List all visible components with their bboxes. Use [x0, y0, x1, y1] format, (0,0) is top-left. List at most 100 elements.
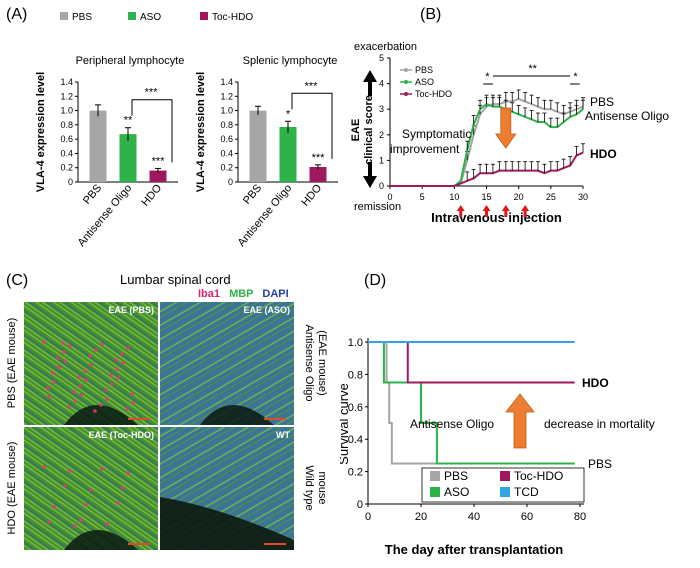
iba1-cell	[68, 469, 72, 473]
micrograph-tag: EAE (PBS)	[108, 305, 154, 315]
panel-d-label: (D)	[364, 272, 387, 289]
x-tick-label: 60	[521, 511, 533, 523]
down-arrow-icon	[363, 162, 377, 188]
y-tick-label: 0.6	[220, 134, 233, 144]
significance-mark: ***	[152, 155, 166, 167]
series-label-aso: Antisense Oligo	[585, 109, 669, 123]
y-tick-label: 0.2	[348, 467, 363, 479]
survival-line-aso	[368, 341, 575, 465]
panel-c-title: Lumbar spinal cord	[120, 272, 231, 287]
stain-iba1: Iba1	[198, 288, 221, 300]
panel-c-label: (C)	[6, 272, 29, 289]
x-tick-label: 15	[481, 192, 491, 202]
panel-c-micrographs: EAE (PBS) EAE (ASO) EAE (Toc-HDO) WT PBS (EA…	[6, 302, 328, 550]
bar-3	[149, 170, 167, 182]
iba1-cell	[114, 358, 118, 362]
bar-1	[89, 110, 107, 182]
bar-2	[119, 134, 137, 182]
legend-swatch-aso	[128, 12, 136, 20]
y-tick-label: 0.2	[60, 163, 73, 173]
up-arrow-icon	[363, 70, 377, 96]
top-label: exacerbation	[354, 41, 417, 53]
legend: PBS Toc-HDO ASO TCD	[421, 467, 585, 503]
series-label-pbs: PBS	[590, 95, 614, 109]
x-tick-label: 25	[546, 192, 556, 202]
series-label-pbs: PBS	[588, 457, 612, 471]
y-tick-label: 0.8	[220, 120, 233, 130]
iba1-cell	[61, 341, 65, 345]
legend-label-tcd: TCD	[514, 485, 539, 499]
y-tick-label: 4	[379, 79, 384, 89]
iba1-cell	[121, 486, 125, 490]
legend-marker	[404, 68, 408, 72]
x-tick-label: 0	[387, 192, 392, 202]
iba1-cell	[120, 352, 124, 356]
iba1-cell	[42, 465, 46, 469]
annotation-aso: Antisense Oligo	[410, 417, 494, 431]
iba1-cell	[63, 359, 67, 363]
iba1-cell	[73, 399, 77, 403]
legend-label-toc-hdo: Toc-HDO	[415, 89, 452, 99]
x-tick-label: 40	[468, 511, 480, 523]
y-tick-label: 0.4	[348, 434, 363, 446]
row-label-aso-1: Antisense Oligo	[303, 324, 315, 401]
significance-mark: **	[124, 115, 133, 127]
legend-swatch-toc-hdo	[500, 471, 510, 481]
panel-b-chart: exacerbation remission EAE clinical score 0 1…	[350, 41, 669, 225]
improvement-arrow-icon	[495, 107, 517, 149]
y-tick-label: 5	[379, 53, 384, 63]
dark-region	[64, 530, 138, 550]
micrograph-3: EAE (Toc-HDO)	[24, 427, 158, 550]
iba1-cell	[110, 382, 114, 386]
iba1-cell	[72, 390, 76, 394]
y-tick-label: 2	[379, 130, 384, 140]
panel-a-label: (A)	[6, 6, 28, 23]
panel-a-chart: PBS ASO Toc-HDO Peripheral lymphocyte VLA-4 …	[35, 12, 338, 249]
bar-3	[309, 167, 327, 182]
bar-2	[279, 127, 297, 182]
sig-mark-mid: **	[528, 63, 537, 75]
y-tick-label: 0	[68, 177, 73, 187]
y-tick-label: 1	[379, 155, 384, 165]
iba1-cell	[126, 346, 130, 350]
y-tick-label: 0	[228, 177, 233, 187]
iba1-cell	[79, 518, 83, 522]
iba1-cell	[78, 384, 82, 388]
legend-label-aso: ASO	[415, 77, 434, 87]
panel-d: (D) Survival curve 0 0.2 0.4 0.6 0.8 1.0 0 20 40 6…	[340, 262, 700, 568]
bracket-significance: ***	[305, 80, 319, 92]
category-label: Antisense Oligo	[76, 182, 135, 249]
iba1-cell	[99, 403, 103, 407]
category-label: PBS	[81, 182, 104, 207]
panel-b-label: (B)	[420, 6, 442, 23]
legend-label-aso: ASO	[140, 12, 161, 23]
iba1-cell	[125, 407, 129, 411]
y-tick-label: 0.8	[60, 120, 73, 130]
y-tick-label: 0.4	[220, 148, 233, 158]
x-tick-label: 30	[578, 192, 588, 202]
significance-bracket	[291, 92, 333, 159]
y-axis-label: VLA-4 expression level	[35, 72, 47, 192]
micrograph-4: WT	[160, 427, 294, 550]
injection-arrow-icon	[501, 205, 510, 217]
bracket-significance: ***	[145, 87, 159, 99]
panel-a: (A) PBS ASO Toc-HDO Peripheral lymphocyte VL…	[0, 0, 340, 260]
survival-line-toc-hdo	[368, 341, 575, 384]
series-label-hdo: HDO	[590, 147, 617, 161]
iba1-cell	[77, 375, 81, 379]
y-tick-label: 0	[357, 499, 363, 511]
iba1-cell	[121, 361, 125, 365]
row-label-pbs: PBS (EAE mouse)	[6, 318, 18, 408]
legend-swatch-tcd	[500, 487, 510, 497]
panel-c: (C) Lumbar spinal cord Iba1 MBP DAPI EAE…	[0, 262, 340, 568]
micrograph-2: EAE (ASO)	[160, 302, 294, 425]
iba1-cell	[100, 342, 104, 346]
injection-arrow-icon	[521, 205, 530, 217]
significance-bracket	[131, 99, 173, 163]
legend-marker	[404, 92, 408, 96]
y-tick-label: 0.4	[60, 148, 73, 158]
dark-region	[200, 405, 274, 425]
panel-d-chart: Survival curve 0 0.2 0.4 0.6 0.8 1.0 0 20 40 60 80 T…	[340, 337, 655, 557]
bar-chart-2: Splenic lymphocyte VLA-4 expression level…	[195, 55, 338, 249]
iba1-cell	[89, 488, 93, 492]
